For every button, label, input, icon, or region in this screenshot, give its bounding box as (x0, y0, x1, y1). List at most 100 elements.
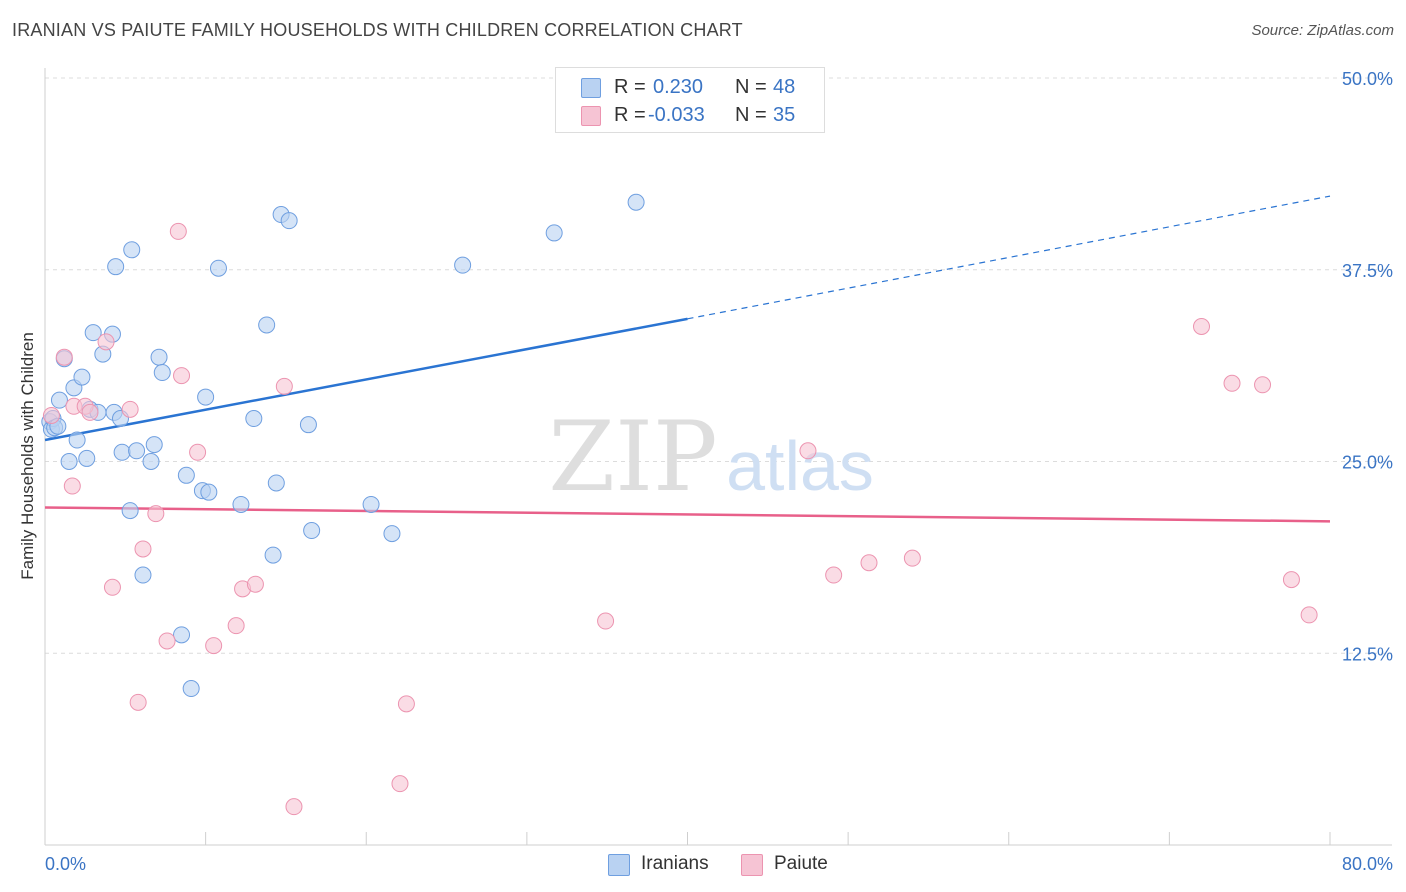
paiute-point (903, 549, 921, 567)
iranian-point (113, 443, 131, 461)
paiute-point (42, 406, 60, 424)
iranian-point (60, 453, 78, 470)
paiute-point (799, 442, 817, 460)
y-axis-label: Family Households with Children (18, 332, 37, 580)
iranian-point (134, 566, 152, 584)
iranian-point (84, 324, 102, 342)
paiute-point (81, 403, 99, 421)
paiute-swatch (581, 106, 601, 126)
paiute-point (129, 693, 147, 711)
paiute-point (1193, 318, 1210, 336)
legend-iranians-swatch (608, 854, 630, 876)
x-tick-label: 0.0% (45, 854, 86, 874)
tick-labels: 12.5% 25.0% 37.5% 50.0% 0.0% 80.0% (45, 69, 1393, 874)
iranian-point (303, 522, 321, 540)
paiute-point (860, 554, 878, 572)
paiute-point (246, 575, 264, 593)
iranians-n-value: 48 (773, 76, 796, 98)
paiute-point (205, 637, 223, 655)
paiute-r-label: R = (614, 104, 646, 126)
iranian-point (78, 449, 96, 467)
iranian-point (454, 256, 472, 274)
source-label: Source: ZipAtlas.com (1251, 22, 1394, 39)
iranian-point (121, 502, 139, 520)
paiute-point (275, 377, 293, 395)
paiute-point (597, 612, 615, 630)
y-tick-label: 12.5% (1342, 644, 1393, 664)
iranian-point (245, 410, 263, 428)
iranian-point (264, 546, 282, 564)
paiute-point (1254, 376, 1272, 394)
paiute-r-value: -0.033 (648, 104, 705, 126)
gridlines (45, 77, 1392, 654)
paiute-point (103, 578, 121, 596)
stats-row-iranians: R = 0.230 N = 48 (556, 74, 824, 102)
watermark-atlas: atlas (726, 427, 874, 505)
paiute-point (169, 222, 187, 240)
paiute-point (1282, 571, 1300, 589)
iranians-r-label: R = (614, 76, 646, 98)
trend-lines (44, 195, 1331, 523)
paiute-point (227, 617, 245, 635)
iranian-point (232, 495, 250, 513)
paiute-point (1223, 374, 1241, 392)
iranian-point (177, 466, 195, 484)
legend-paiute-label: Paiute (774, 853, 828, 874)
iranian-point (73, 368, 91, 386)
iranian-point (182, 680, 200, 698)
paiute-point (1300, 606, 1318, 624)
x-tick-label: 80.0% (1342, 854, 1393, 874)
iranian-point (142, 453, 160, 470)
y-tick-label: 50.0% (1342, 69, 1393, 89)
legend-paiute-swatch (741, 854, 763, 876)
iranian-point (362, 495, 380, 513)
iranian-point (173, 626, 191, 644)
iranian-point (258, 316, 276, 334)
iranian-point (145, 436, 163, 454)
iranians-trend-line (44, 317, 688, 442)
iranian-point (107, 258, 125, 276)
watermark: ZIP atlas (548, 401, 874, 513)
paiute-n-value: 35 (773, 104, 796, 126)
paiute-point (158, 632, 176, 650)
iranian-point (627, 193, 645, 211)
iranian-point (153, 364, 171, 382)
iranian-point (197, 388, 215, 406)
paiute-point (189, 443, 207, 461)
iranian-point (68, 431, 86, 449)
y-tick-label: 25.0% (1342, 453, 1393, 473)
legend-iranians-label: Iranians (641, 853, 709, 874)
y-tick-label: 37.5% (1342, 261, 1393, 281)
data-points (41, 193, 1318, 816)
paiute-n-label: N = (735, 104, 767, 126)
paiute-point (397, 695, 415, 713)
paiute-point (63, 477, 81, 495)
paiute-point (134, 540, 152, 558)
iranian-point (150, 348, 168, 366)
iranian-point (123, 241, 141, 259)
paiute-point (391, 775, 409, 793)
iranian-point (50, 391, 68, 409)
iranian-point (128, 442, 146, 460)
iranians-swatch (581, 78, 601, 98)
iranian-point (383, 525, 401, 543)
stats-box: R = 0.230 N = 48 R = -0.033 N = 35 (555, 67, 825, 133)
paiute-point (173, 367, 191, 385)
iranian-point (280, 212, 298, 230)
paiute-point (825, 566, 843, 584)
iranian-point (267, 474, 285, 492)
paiute-point (97, 333, 115, 351)
paiute-point (147, 505, 165, 523)
iranians-n-label: N = (735, 76, 767, 98)
iranians-r-value: 0.230 (653, 76, 704, 98)
paiute-point (55, 348, 73, 366)
paiute-trend-line (44, 506, 1331, 523)
paiute-point (285, 798, 303, 816)
stats-row-paiute: R = -0.033 N = 35 (556, 102, 824, 130)
iranian-point (545, 224, 563, 242)
axes (44, 68, 1392, 846)
iranians-trend-extension (687, 195, 1331, 320)
watermark-zip: ZIP (548, 401, 717, 513)
iranian-point (209, 259, 227, 277)
